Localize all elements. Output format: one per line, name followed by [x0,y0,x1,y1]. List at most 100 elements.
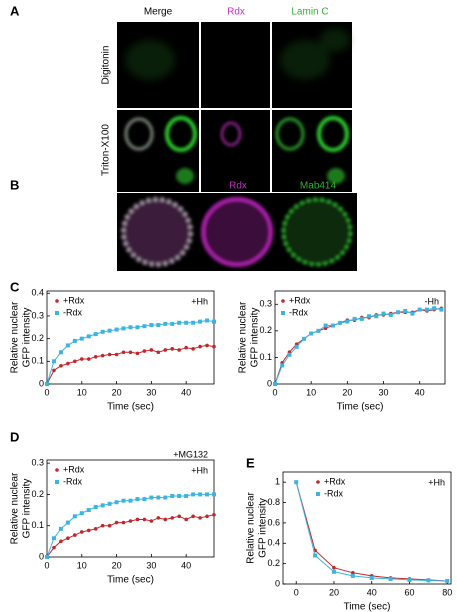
micrograph-row [117,193,357,271]
y-tick-label: 0 [39,551,44,561]
marker [351,571,355,575]
x-tick-label: 20 [112,560,122,570]
marker [79,511,84,516]
y-tick-label: 0 [39,378,44,388]
marker [58,350,63,355]
marker [72,514,77,519]
legend-marker [281,311,285,315]
annotation: +Hh [428,477,445,487]
marker [59,364,63,368]
marker [323,323,328,328]
y-tick-label: 0.1 [259,352,272,362]
row-label: Triton-X100 [101,124,112,176]
marker [149,323,154,328]
marker [114,327,119,332]
marker [163,348,168,352]
marker [135,497,140,502]
marker [114,520,119,525]
marker [198,492,203,497]
marker [149,495,154,500]
panel-label: A [10,3,20,18]
micrograph-grid [117,22,352,192]
legend-marker [55,311,59,315]
marker [205,343,209,348]
plot-frame [46,459,215,558]
marker [135,517,140,522]
marker [66,361,70,366]
marker [177,493,182,498]
marker [45,382,49,386]
marker [316,328,321,333]
marker [86,508,91,513]
marker [417,307,422,312]
marker [86,528,91,533]
x-tick-label: 0 [294,587,299,597]
marker [100,503,105,508]
marker [45,555,49,559]
legend-label: +Rdx [324,476,346,486]
marker [170,347,175,351]
plot-frame [274,290,446,385]
y-tick-label: 1 [275,477,280,487]
marker [156,323,161,328]
marker [163,495,168,500]
y-tick-label: 0.6 [267,517,280,527]
x-tick-label: 0 [44,560,49,570]
marker [309,331,314,336]
marker [301,336,306,341]
legend-marker [316,480,320,484]
x-tick-label: 20 [342,387,352,397]
marker [287,352,292,357]
marker [212,319,216,324]
marker [142,497,147,502]
marker [381,311,386,316]
row-label: Digitonin [101,46,112,85]
marker [294,344,299,349]
panel-label: D [10,429,19,444]
y-tick-label: 0.3 [31,458,44,468]
marker [177,348,182,352]
x-tick-label: 40 [415,387,425,397]
marker [128,325,133,330]
marker [66,536,70,541]
marker [198,344,202,349]
x-tick-label: 80 [442,587,452,597]
x-tick-label: 40 [181,560,191,570]
marker [163,517,168,522]
marker [407,577,412,582]
marker [79,357,84,361]
x-axis-label: Time (sec) [344,602,391,612]
y-tick-label: 0.3 [31,310,44,320]
legend-marker [281,299,285,303]
marker [86,357,91,361]
marker [184,493,189,498]
y-tick-label: 0.1 [31,356,44,366]
legend-label: -Rdx [63,307,83,317]
legend-marker [55,468,59,472]
y-tick-label: 0.2 [31,333,44,343]
marker [52,545,56,550]
marker [198,319,203,324]
marker [330,323,335,328]
marker [121,498,126,503]
x-axis-label: Time (sec) [107,402,154,413]
y-axis-label: Relative nuclear [246,491,257,563]
marker [212,492,216,497]
marker [93,527,98,531]
marker [212,344,216,349]
marker [142,517,147,522]
marker [170,321,175,326]
x-tick-label: 30 [379,387,389,397]
column-header: Rdx [229,181,247,192]
panel-label: E [246,455,255,470]
marker [198,516,202,520]
marker [86,334,91,339]
y-axis-label: Relative nuclear [238,301,249,373]
marker [59,539,63,544]
legend-label: +Rdx [289,295,311,305]
x-tick-label: 0 [44,387,49,397]
marker [149,348,154,352]
marker [114,500,119,505]
marker [294,480,299,485]
